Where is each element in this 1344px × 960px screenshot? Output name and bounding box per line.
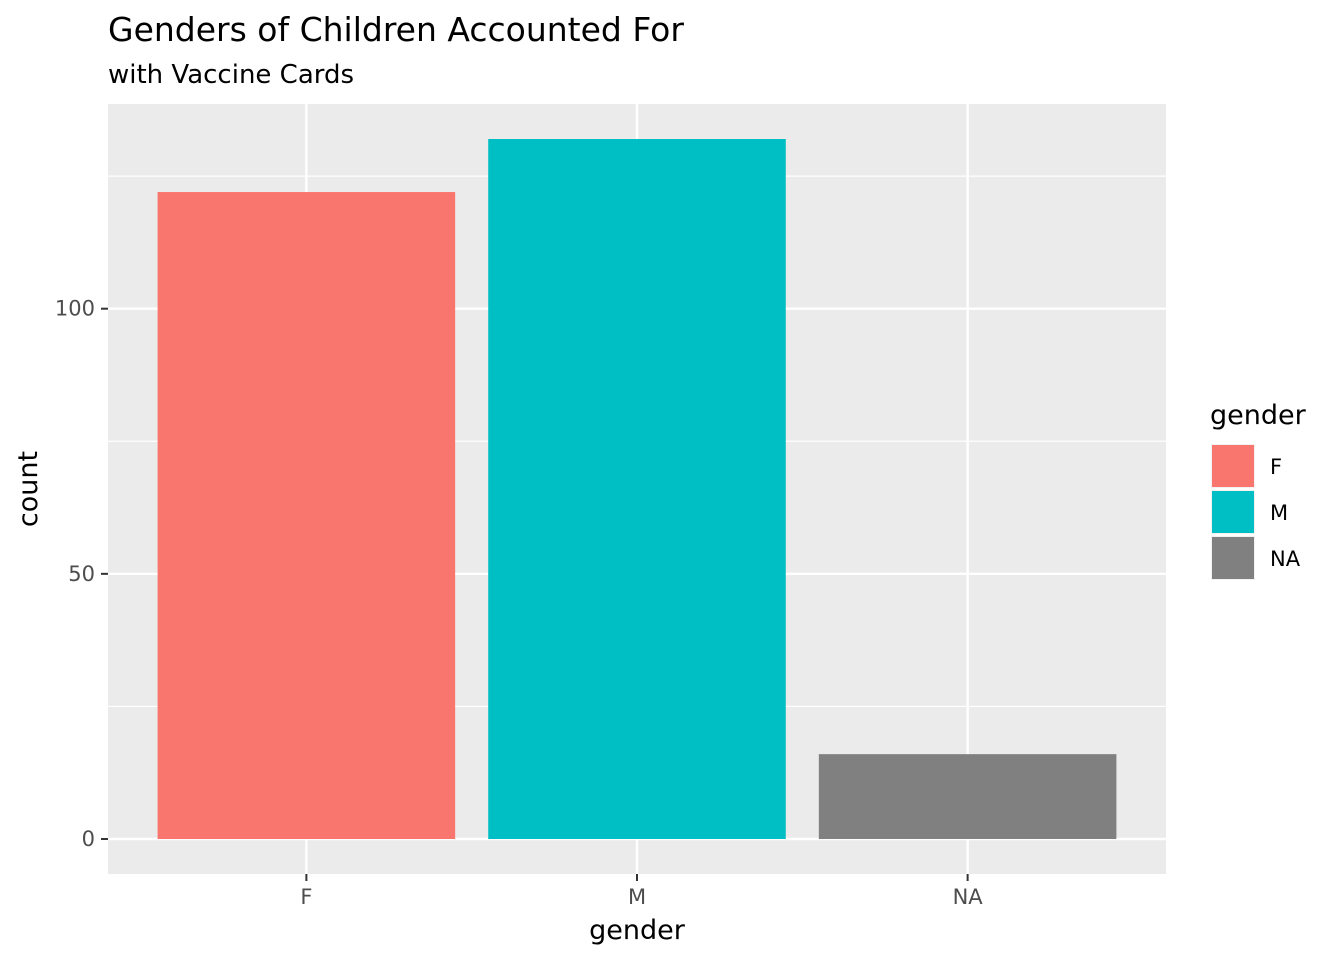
y-tick-label: 100 xyxy=(55,297,95,321)
y-axis-title: count xyxy=(13,451,44,527)
legend-key-m xyxy=(1212,491,1254,533)
y-tick-label: 0 xyxy=(82,827,95,851)
legend-key-na xyxy=(1212,537,1254,579)
x-tick-label: F xyxy=(300,885,312,909)
legend-label: M xyxy=(1270,501,1288,525)
chart-subtitle: with Vaccine Cards xyxy=(108,60,354,90)
x-tick-label: M xyxy=(628,885,646,909)
legend-title: gender xyxy=(1210,400,1307,431)
bar-f xyxy=(157,192,456,840)
y-axis: 0 50 100 xyxy=(55,297,108,851)
x-axis: F M NA xyxy=(300,874,983,909)
bar-m xyxy=(488,139,786,839)
bar-na xyxy=(818,754,1117,839)
legend: gender FM NA xyxy=(1210,400,1307,580)
x-tick-label: NA xyxy=(953,885,984,909)
legend-label: NA xyxy=(1270,547,1301,571)
legend-label: F xyxy=(1270,455,1282,479)
y-tick-label: 50 xyxy=(68,562,95,586)
x-axis-title: gender xyxy=(589,915,686,946)
legend-key-f xyxy=(1212,445,1254,487)
chart-title: Genders of Children Accounted For xyxy=(108,10,684,49)
bars xyxy=(157,139,1117,840)
